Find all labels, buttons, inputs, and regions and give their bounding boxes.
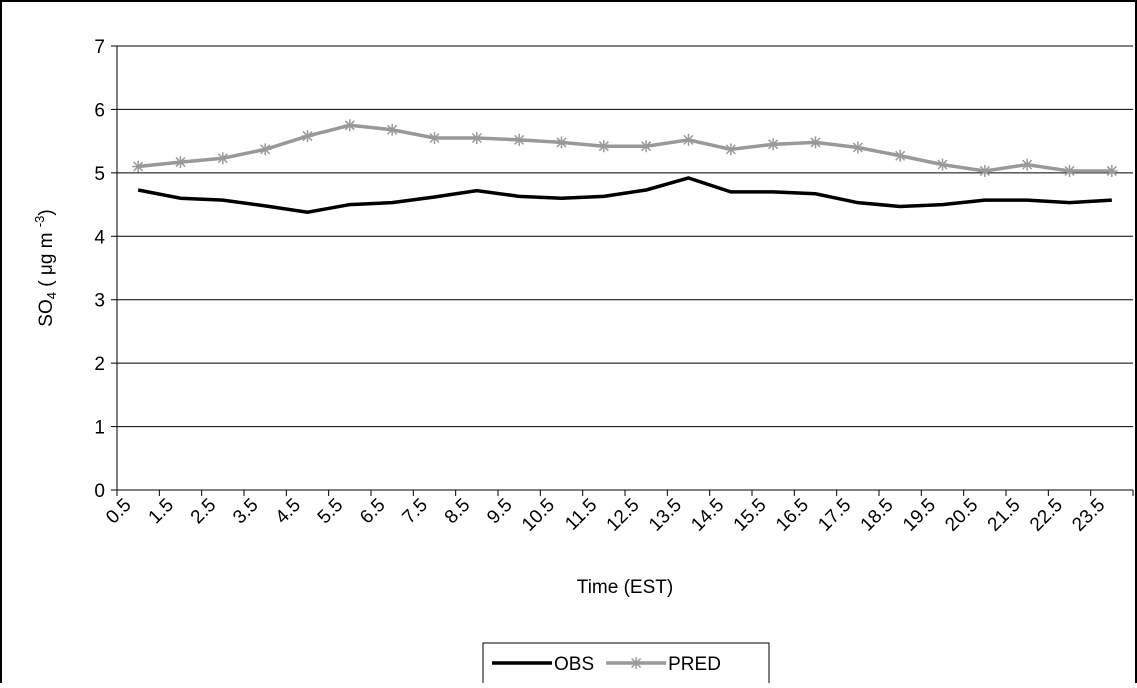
point-marker [767, 138, 780, 151]
y-title-sup: -3 [32, 216, 47, 228]
point-marker [301, 130, 314, 143]
series-line [137, 123, 1112, 173]
point-marker [978, 164, 991, 177]
x-axis-title: Time (EST) [577, 577, 673, 598]
y-tick-label: 6 [94, 100, 105, 121]
series-line [137, 176, 1112, 214]
point-marker [216, 152, 229, 165]
legend-marker [630, 657, 643, 669]
point-marker [174, 156, 187, 169]
y-title-main: SO [36, 299, 57, 326]
legend-label: PRED [668, 654, 721, 675]
point-marker [428, 131, 441, 144]
y-title-mid: ( μg m [36, 227, 57, 292]
legend [482, 642, 770, 688]
legend-label: OBS [554, 654, 594, 675]
point-marker [809, 136, 822, 149]
y-title-end: ) [36, 209, 57, 215]
point-marker [682, 133, 695, 146]
point-marker [470, 131, 483, 144]
y-tick-label: 3 [94, 291, 105, 312]
y-tick-label: 5 [94, 164, 105, 185]
point-marker [640, 140, 653, 153]
point-marker [513, 133, 526, 146]
point-marker [724, 143, 737, 156]
point-marker [555, 136, 568, 149]
y-tick-label: 4 [94, 227, 105, 248]
point-marker [851, 141, 864, 154]
point-marker [936, 158, 949, 171]
y-tick-label: 1 [94, 418, 105, 439]
point-marker [386, 123, 399, 136]
y-axis-title: SO4 ( μg m -3) [32, 209, 59, 326]
point-marker [1063, 164, 1076, 177]
y-tick-label: 7 [94, 37, 105, 58]
point-marker [597, 140, 610, 153]
point-marker [343, 119, 356, 132]
point-marker [132, 160, 145, 173]
y-tick-label: 0 [94, 481, 105, 502]
point-marker [1105, 164, 1118, 177]
point-marker [1021, 158, 1034, 171]
y-title-sub: 4 [44, 292, 59, 299]
point-marker [894, 149, 907, 162]
point-marker [259, 143, 272, 156]
y-tick-label: 2 [94, 354, 105, 375]
